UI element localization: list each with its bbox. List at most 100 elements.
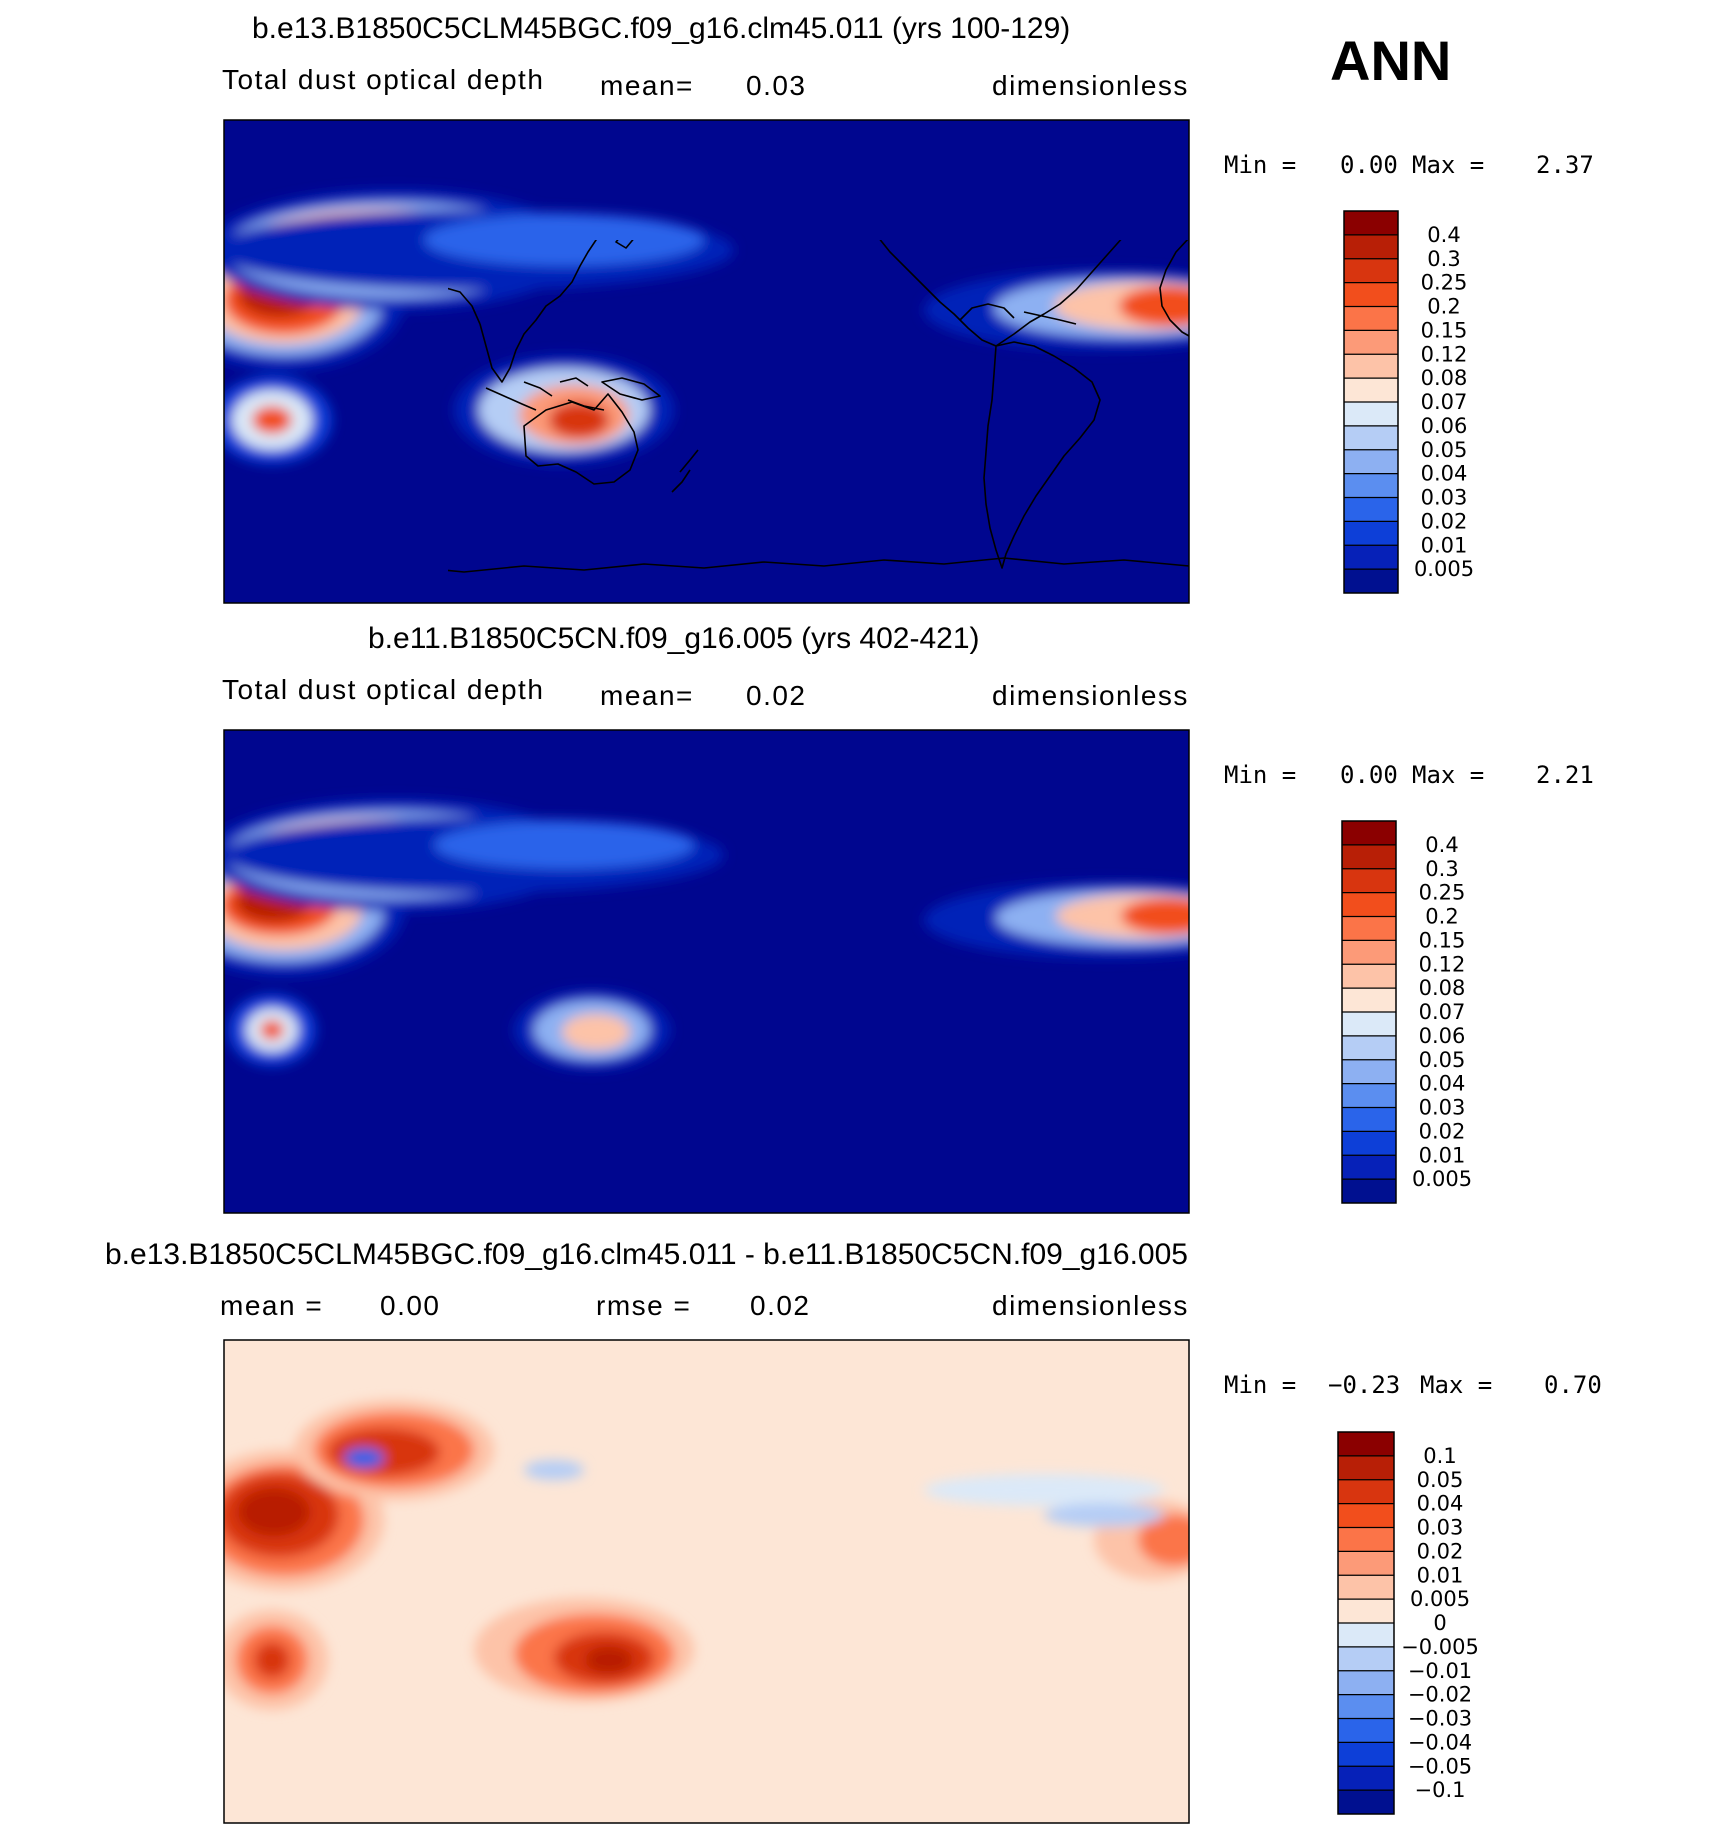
field-contours [224, 190, 1189, 465]
colorbar-swatch [1338, 1503, 1394, 1528]
colorbar-tick-label: −0.1 [1415, 1778, 1466, 1802]
colorbar-swatch [1344, 569, 1398, 594]
coastline [523, 393, 639, 485]
colorbar-tick-label: 0.05 [1421, 438, 1468, 462]
colorbar-swatch [1344, 378, 1398, 403]
coastline [879, 240, 997, 347]
panel1-max-value: 2.37 [1536, 151, 1594, 179]
colorbar-swatch [1344, 497, 1398, 522]
panel1-min-value: 0.00 [1340, 151, 1398, 179]
contour-region [1138, 1514, 1189, 1566]
colorbar-tick-label: 0.03 [1419, 1096, 1466, 1120]
colorbar-swatch [1338, 1599, 1394, 1624]
colorbar-swatch [1344, 306, 1398, 331]
colorbar-frame [1343, 210, 1399, 594]
colorbar-swatch [1338, 1455, 1394, 1481]
panel1-min-label: Min = [1224, 151, 1297, 179]
coastline [479, 240, 597, 383]
colorbar-tick-label: 0.3 [1425, 857, 1458, 881]
colorbar-tick-label: 0.4 [1425, 833, 1458, 857]
colorbar-tick-label: 0.25 [1421, 271, 1468, 295]
panel1-units: dimensionless [992, 70, 1189, 101]
colorbar-tick-label: 0.06 [1421, 414, 1468, 438]
colorbar-swatch [1342, 868, 1396, 894]
panel2-title: b.e11.B1850C5CN.f09_g16.005 (yrs 402-421… [368, 622, 980, 655]
colorbar-swatch [1338, 1432, 1394, 1457]
coastline [995, 240, 1122, 347]
coastline [983, 341, 1101, 569]
colorbar-swatch [1342, 964, 1396, 989]
colorbar-tick-label: 0.03 [1421, 486, 1468, 510]
colorbar-tick-label: −0.01 [1408, 1659, 1472, 1683]
panel1-mean-value: 0.03 [746, 70, 807, 101]
colorbar-swatch [1338, 1694, 1394, 1719]
colorbar-tick-label: 0.4 [1427, 223, 1460, 247]
colorbar-swatch [1342, 844, 1396, 870]
panel3-rmse-value: 0.02 [750, 1290, 811, 1321]
panel1-map [223, 119, 1190, 604]
colorbar-swatch [1344, 521, 1398, 546]
colorbar-frame [1341, 820, 1397, 1204]
coastline [671, 449, 699, 493]
colorbar-tick-label: 0.12 [1419, 952, 1466, 976]
colorbar-tick-label: 0.04 [1421, 462, 1468, 486]
colorbar-swatch [1338, 1718, 1394, 1743]
map-frame [223, 729, 1190, 1214]
colorbar-tick-label: 0.08 [1421, 366, 1468, 390]
colorbar-tick-label: 0.08 [1419, 976, 1466, 1000]
colorbar-swatch [1344, 425, 1398, 451]
field-contours [224, 799, 1189, 1070]
colorbar-swatch [1344, 545, 1398, 570]
colorbar-tick-label: −0.04 [1408, 1730, 1472, 1754]
colorbar-tick-label: 0.005 [1414, 557, 1474, 581]
panel2-colorbar: 0.40.30.250.20.150.120.080.070.060.050.0… [1341, 820, 1472, 1204]
panel3-min-value: −0.23 [1328, 1371, 1401, 1399]
panel2-max-label: Max = [1412, 761, 1485, 789]
panel2-units: dimensionless [992, 680, 1189, 711]
map-frame [223, 119, 1190, 604]
season-label: ANN [1330, 29, 1452, 92]
colorbar-tick-label: 0.04 [1417, 1492, 1464, 1516]
colorbar-swatch [1338, 1790, 1394, 1815]
colorbar-tick-label: 0.02 [1421, 509, 1468, 533]
colorbar-swatch [1342, 1059, 1396, 1085]
colorbar-frame [1337, 1431, 1395, 1815]
colorbar-tick-label: 0.25 [1419, 881, 1466, 905]
contour-region [254, 1642, 290, 1678]
colorbar-swatch [1342, 1107, 1396, 1132]
colorbar-swatch [1342, 1131, 1396, 1156]
colorbar-swatch [1338, 1646, 1394, 1672]
colorbar-swatch [1338, 1766, 1394, 1791]
panel1-max-label: Max = [1412, 151, 1485, 179]
colorbar-swatch [1344, 258, 1398, 284]
colorbar-swatch [1342, 1035, 1396, 1061]
contour-region [424, 214, 704, 266]
panel3-title: b.e13.B1850C5CLM45BGC.f09_g16.clm45.011 … [105, 1238, 1188, 1271]
coastline [601, 377, 661, 401]
colorbar-tick-label: 0.2 [1425, 905, 1458, 929]
colorbar-swatch [1338, 1670, 1394, 1696]
panel2-mean-label: mean= [600, 680, 694, 711]
colorbar-tick-label: 0 [1433, 1611, 1446, 1635]
colorbar-tick-label: 0.1 [1423, 1444, 1456, 1468]
colorbar-tick-label: 0.07 [1421, 390, 1468, 414]
colorbar-swatch [1342, 940, 1396, 965]
colorbar-swatch [1342, 988, 1396, 1013]
colorbar-swatch [1338, 1575, 1394, 1600]
colorbar-swatch [1344, 449, 1398, 475]
colorbar-tick-label: 0.005 [1410, 1587, 1470, 1611]
colorbar-tick-label: 0.15 [1421, 318, 1468, 342]
colorbar-tick-label: 0.04 [1419, 1072, 1466, 1096]
colorbar-swatch [1342, 1083, 1396, 1108]
colorbar-tick-label: 0.03 [1417, 1516, 1464, 1540]
colorbar-tick-label: 0.07 [1419, 1000, 1466, 1024]
colorbar-swatch [1344, 402, 1398, 427]
colorbar-tick-label: 0.05 [1417, 1468, 1464, 1492]
colorbar-tick-label: −0.05 [1408, 1754, 1472, 1778]
colorbar-swatch [1338, 1527, 1394, 1552]
panel1-title: b.e13.B1850C5CLM45BGC.f09_g16.clm45.011 … [252, 12, 1071, 45]
panel2-map [223, 729, 1190, 1214]
colorbar-swatch [1342, 1155, 1396, 1180]
panel3-colorbar: 0.10.050.040.030.020.010.0050−0.005−0.01… [1337, 1431, 1479, 1815]
panel3-max-value: 0.70 [1544, 1371, 1602, 1399]
